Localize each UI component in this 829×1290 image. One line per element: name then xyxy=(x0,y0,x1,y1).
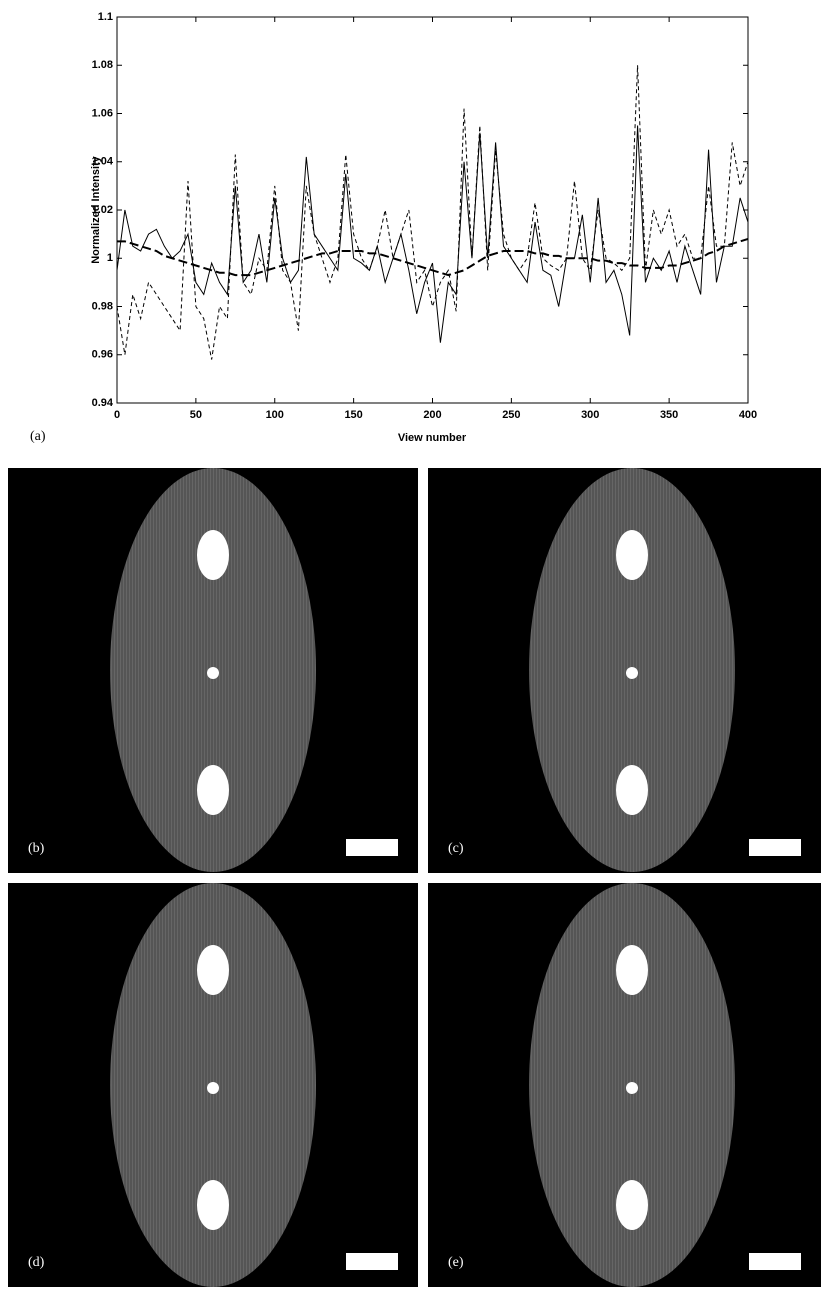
panel-label: (e) xyxy=(448,1255,464,1270)
phantom-insert xyxy=(197,530,229,580)
y-tick-label: 1.06 xyxy=(92,107,113,119)
y-tick-label: 0.94 xyxy=(92,397,114,409)
scale-bar xyxy=(749,839,801,856)
panel-label: (b) xyxy=(28,841,45,856)
plot-area xyxy=(117,65,748,360)
y-tick-label: 1.1 xyxy=(98,11,113,23)
data-line xyxy=(117,65,748,360)
x-tick-label: 300 xyxy=(581,409,599,421)
y-tick-label: 1.04 xyxy=(92,156,114,168)
y-tick-label: 1.02 xyxy=(92,204,113,216)
phantom-insert xyxy=(616,945,648,995)
x-tick-label: 250 xyxy=(502,409,520,421)
x-tick-label: 50 xyxy=(190,409,202,421)
scale-bar xyxy=(346,1253,398,1270)
y-tick-label: 1 xyxy=(107,252,113,264)
data-line xyxy=(117,237,748,277)
image-panel: (c) xyxy=(428,468,821,873)
image-panel: (b) xyxy=(8,468,418,873)
phantom-dot xyxy=(626,667,638,679)
panel-label: (c) xyxy=(448,841,464,856)
phantom-dot xyxy=(207,667,219,679)
y-tick-label: 0.98 xyxy=(92,300,113,312)
x-tick-label: 100 xyxy=(266,409,284,421)
phantom-insert xyxy=(616,530,648,580)
y-tick-label: 0.96 xyxy=(92,349,113,361)
phantom-insert xyxy=(197,945,229,995)
x-tick-label: 200 xyxy=(423,409,441,421)
panel-label: (d) xyxy=(28,1255,45,1270)
phantom-dot xyxy=(207,1082,219,1094)
x-axis-label: View number xyxy=(398,432,467,444)
phantom-insert xyxy=(197,1180,229,1230)
scale-bar xyxy=(346,839,398,856)
phantom-dot xyxy=(626,1082,638,1094)
phantom-insert xyxy=(616,1180,648,1230)
image-panel: (e) xyxy=(428,883,821,1287)
scale-bar xyxy=(749,1253,801,1270)
y-axis-label: Normalized Intensity xyxy=(90,155,102,263)
x-tick-label: 150 xyxy=(344,409,362,421)
phantom-insert xyxy=(616,765,648,815)
y-tick-label: 1.08 xyxy=(92,59,113,71)
x-tick-label: 400 xyxy=(739,409,757,421)
x-tick-label: 350 xyxy=(660,409,678,421)
phantom-insert xyxy=(197,765,229,815)
data-line xyxy=(117,125,748,343)
x-tick-label: 0 xyxy=(114,409,120,421)
image-panel: (d) xyxy=(8,883,418,1287)
panel-label: (a) xyxy=(30,429,46,444)
